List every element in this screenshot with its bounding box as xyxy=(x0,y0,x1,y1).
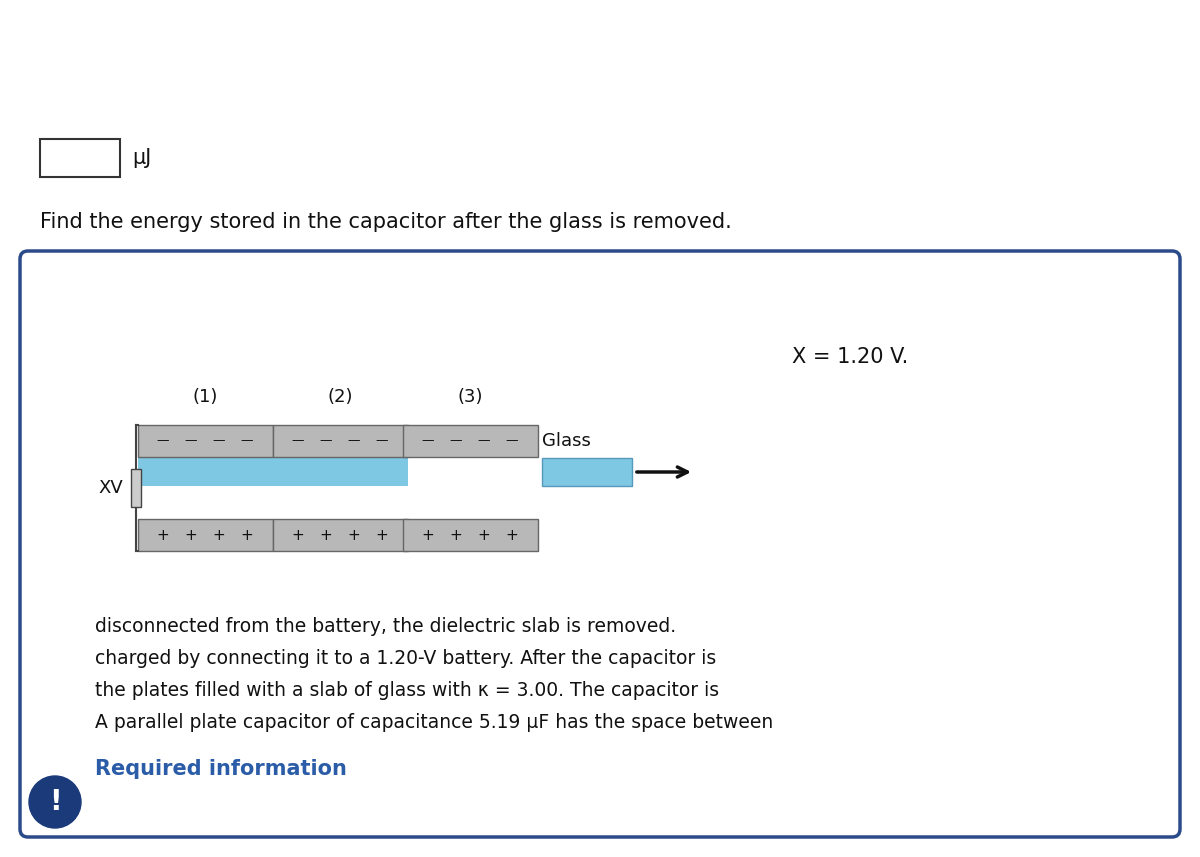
Text: —: — xyxy=(212,434,226,447)
Text: Find the energy stored in the capacitor after the glass is removed.: Find the energy stored in the capacitor … xyxy=(40,212,732,232)
Text: —: — xyxy=(505,434,518,447)
Bar xyxy=(138,519,274,551)
Text: —: — xyxy=(319,434,332,447)
Text: +: + xyxy=(319,528,332,542)
Text: —: — xyxy=(292,434,305,447)
Text: —: — xyxy=(478,434,491,447)
Text: +: + xyxy=(450,528,462,542)
Text: +: + xyxy=(241,528,253,542)
Text: μJ: μJ xyxy=(132,148,151,168)
Text: —: — xyxy=(185,434,197,447)
Bar xyxy=(131,469,142,507)
Bar xyxy=(138,425,274,457)
Text: —: — xyxy=(376,434,389,447)
Text: +: + xyxy=(157,528,169,542)
Circle shape xyxy=(29,776,82,828)
Bar xyxy=(274,519,408,551)
Text: Required information: Required information xyxy=(95,759,347,779)
Text: +: + xyxy=(421,528,434,542)
Text: (2): (2) xyxy=(328,388,353,406)
Bar xyxy=(40,139,120,177)
Text: —: — xyxy=(241,434,253,447)
Bar xyxy=(138,458,274,486)
FancyBboxPatch shape xyxy=(20,251,1180,837)
Text: +: + xyxy=(348,528,360,542)
Text: X = 1.20 V.: X = 1.20 V. xyxy=(792,347,908,367)
Text: (1): (1) xyxy=(192,388,217,406)
Text: +: + xyxy=(292,528,305,542)
Text: +: + xyxy=(376,528,389,542)
Text: (3): (3) xyxy=(457,388,482,406)
Text: —: — xyxy=(157,434,169,447)
Text: the plates filled with a slab of glass with κ = 3.00. The capacitor is: the plates filled with a slab of glass w… xyxy=(95,680,719,699)
Text: —: — xyxy=(421,434,434,447)
Text: +: + xyxy=(212,528,226,542)
Text: XV: XV xyxy=(98,479,124,497)
Bar xyxy=(542,458,632,486)
Text: —: — xyxy=(348,434,360,447)
Text: +: + xyxy=(478,528,491,542)
Text: —: — xyxy=(450,434,462,447)
Text: +: + xyxy=(185,528,197,542)
Text: Glass: Glass xyxy=(542,432,590,450)
Text: disconnected from the battery, the dielectric slab is removed.: disconnected from the battery, the diele… xyxy=(95,616,676,636)
Text: A parallel plate capacitor of capacitance 5.19 μF has the space between: A parallel plate capacitor of capacitanc… xyxy=(95,712,773,732)
Text: charged by connecting it to a 1.20-V battery. After the capacitor is: charged by connecting it to a 1.20-V bat… xyxy=(95,649,716,668)
Bar xyxy=(274,458,408,486)
Text: !: ! xyxy=(49,788,61,816)
Bar xyxy=(403,519,538,551)
Bar xyxy=(403,425,538,457)
Text: +: + xyxy=(505,528,518,542)
Bar xyxy=(274,425,408,457)
